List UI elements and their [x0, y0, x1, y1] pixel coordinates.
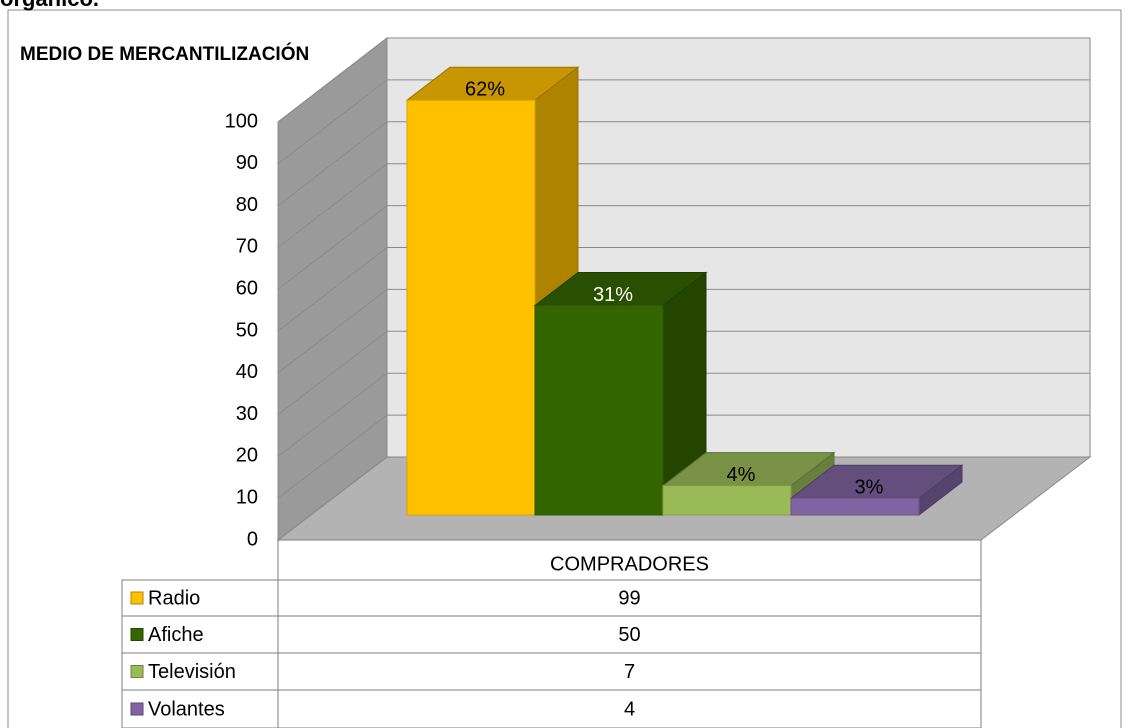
bar: [790, 497, 920, 516]
grid-line: [277, 37, 388, 123]
table-cell: [277, 689, 982, 728]
grid-line: [277, 330, 388, 415]
data-label: 3%: [855, 477, 884, 499]
data-label: 4%: [727, 464, 756, 486]
table-cell: [121, 615, 279, 654]
y-tick-label: 60: [236, 277, 258, 299]
grid-line: [277, 121, 388, 206]
grid-line: [277, 205, 388, 290]
y-tick-label: 20: [236, 445, 258, 467]
grid-line: [277, 372, 388, 457]
y-tick-label: 50: [236, 319, 258, 341]
grid-line: [277, 289, 388, 374]
y-tick-label: 80: [236, 194, 258, 216]
y-tick-label: 70: [236, 236, 258, 258]
bar: [406, 99, 536, 516]
grid-line: [277, 247, 388, 332]
legend-label: Volantes: [148, 698, 225, 720]
table-cell: [121, 652, 279, 691]
bar: [662, 485, 792, 516]
table-cell: [121, 579, 279, 617]
chart-title: MEDIO DE MERCANTILIZACIÓN: [20, 43, 309, 65]
legend-label: Televisión: [148, 661, 236, 683]
y-tick-label: 0: [247, 528, 258, 550]
legend-label: Afiche: [148, 624, 204, 646]
table-value: 50: [618, 624, 640, 646]
legend-key: [130, 628, 144, 641]
grid-line: [277, 456, 388, 541]
table-value: 99: [618, 587, 640, 609]
plot-area: [276, 36, 1092, 542]
table-cell: [277, 579, 982, 617]
table-cell: [277, 615, 982, 654]
grid-line: [277, 79, 388, 165]
category-label: COMPRADORES: [550, 553, 709, 575]
y-tick-label: 100: [225, 110, 258, 132]
legend-label: Radio: [148, 587, 200, 609]
table-cell: [121, 689, 279, 728]
legend-key: [130, 702, 144, 716]
data-label: 31%: [593, 284, 633, 306]
heading: orgánico.: [0, 0, 99, 11]
table-value: 7: [624, 661, 635, 683]
y-tick-label: 40: [236, 361, 258, 383]
legend-key: [130, 591, 144, 605]
grid-line: [277, 163, 388, 248]
y-tick-label: 30: [236, 403, 258, 425]
data-label: 62%: [465, 78, 505, 100]
bar: [534, 305, 664, 516]
table-header-cell: [277, 539, 982, 581]
table-value: 4: [624, 698, 635, 720]
legend-key: [130, 665, 144, 678]
grid-line: [277, 414, 388, 499]
y-tick-label: 10: [236, 486, 258, 508]
y-tick-label: 90: [236, 152, 258, 174]
